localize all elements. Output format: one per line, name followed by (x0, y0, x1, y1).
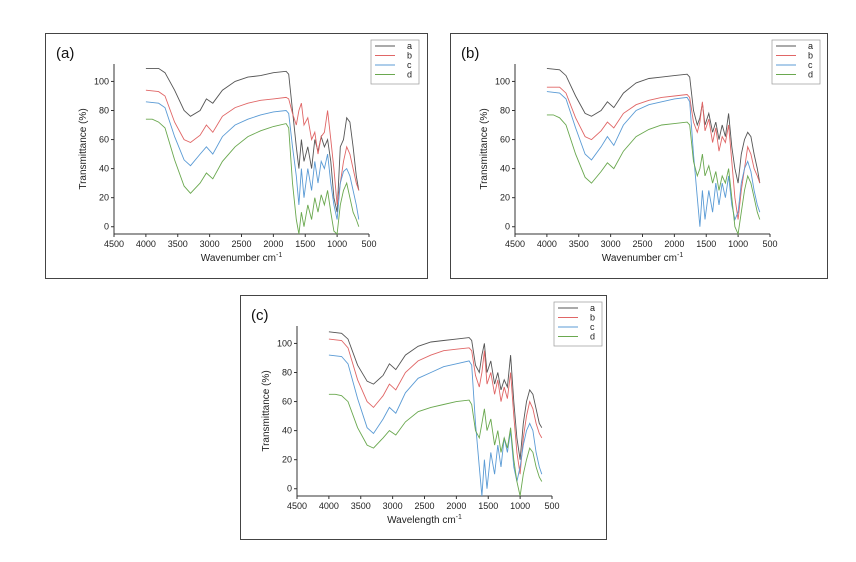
x-tick-label: 500 (544, 501, 559, 511)
legend-label-b: b (808, 51, 813, 61)
x-tick-label: 2500 (414, 501, 434, 511)
series-line-b (546, 86, 761, 220)
x-tick-label: 4000 (136, 239, 156, 249)
x-tick-label: 4500 (505, 239, 525, 249)
y-tick-label: 20 (99, 193, 109, 203)
series-line-b (145, 89, 360, 205)
x-tick-label: 2000 (446, 501, 466, 511)
y-tick-label: 100 (94, 76, 109, 86)
legend-label-d: d (808, 70, 813, 80)
x-tick-label: 3000 (601, 239, 621, 249)
x-tick-label: 3500 (569, 239, 589, 249)
x-tick-label: 4000 (319, 501, 339, 511)
y-tick-label: 20 (282, 455, 292, 465)
legend-box (370, 39, 420, 85)
x-tick-label: 3000 (200, 239, 220, 249)
y-axis-label: Transmittance (%) (261, 370, 272, 451)
y-tick-label: 0 (287, 484, 292, 494)
x-tick-label: 1500 (295, 239, 315, 249)
y-tick-label: 0 (505, 222, 510, 232)
series-line-c (145, 101, 360, 220)
x-tick-label: 4000 (537, 239, 557, 249)
series-line-c (546, 91, 761, 227)
series-line-d (145, 118, 360, 235)
legend-label-a: a (407, 41, 412, 51)
panel-label: (b) (461, 45, 479, 62)
legend-label-b: b (590, 313, 595, 323)
panel-label: (a) (56, 45, 74, 62)
legend-box (553, 301, 603, 347)
chart-a-svg: (a) 0 20 40 60 80 100 4500 4000 3500 3000 2500 2000 1… (56, 39, 420, 264)
y-tick-label: 60 (99, 135, 109, 145)
legend-box (771, 39, 821, 85)
x-axis-label: Wavenumber cm-1 (201, 252, 283, 264)
chart-panel-a: (a) 0 20 40 60 80 100 4500 4000 3500 3000 2500 2000 1… (45, 33, 428, 279)
chart-panel-b: (b) 0 20 40 60 80 100 4500 4000 3500 3000 2500 2000 1… (450, 33, 828, 279)
y-axis-label: Transmittance (%) (78, 108, 89, 189)
y-tick-label: 40 (99, 164, 109, 174)
y-tick-label: 80 (500, 105, 510, 115)
x-tick-label: 2000 (263, 239, 283, 249)
x-tick-label: 2500 (231, 239, 251, 249)
y-tick-label: 60 (282, 397, 292, 407)
legend-label-a: a (808, 41, 813, 51)
series-line-b (328, 338, 543, 475)
legend-label-c: c (407, 60, 412, 70)
series-line-a (328, 331, 543, 460)
y-tick-label: 40 (282, 426, 292, 436)
chart-c-svg: (c) 0 20 40 60 80 100 4500 4000 3500 3000 2500 2000 1… (251, 301, 603, 526)
series-line-d (546, 114, 761, 236)
legend-label-d: d (407, 70, 412, 80)
x-tick-label: 2500 (632, 239, 652, 249)
series-line-a (546, 67, 761, 184)
y-tick-label: 0 (104, 222, 109, 232)
legend-label-a: a (590, 303, 595, 313)
chart-b-svg: (b) 0 20 40 60 80 100 4500 4000 3500 3000 2500 2000 1… (461, 39, 821, 264)
x-tick-label: 3500 (168, 239, 188, 249)
x-tick-label: 500 (762, 239, 777, 249)
chart-panel-c: (c) 0 20 40 60 80 100 4500 4000 3500 3000 2500 2000 1… (240, 295, 607, 540)
x-tick-label: 1000 (728, 239, 748, 249)
legend-label-b: b (407, 51, 412, 61)
legend-label-d: d (590, 332, 595, 342)
y-axis-label: Transmittance (%) (479, 108, 490, 189)
x-tick-label: 1500 (478, 501, 498, 511)
panel-label: (c) (251, 307, 269, 324)
series-line-c (328, 354, 543, 497)
x-tick-label: 3000 (383, 501, 403, 511)
y-tick-label: 80 (99, 105, 109, 115)
y-tick-label: 80 (282, 367, 292, 377)
y-tick-label: 20 (500, 193, 510, 203)
x-tick-label: 2000 (664, 239, 684, 249)
series-line-d (328, 393, 543, 497)
x-tick-label: 1000 (510, 501, 530, 511)
legend-label-c: c (590, 322, 595, 332)
x-tick-label: 500 (361, 239, 376, 249)
x-tick-label: 4500 (104, 239, 124, 249)
x-axis-label: Wavelength cm-1 (387, 514, 462, 526)
x-tick-label: 1500 (696, 239, 716, 249)
y-tick-label: 100 (495, 76, 510, 86)
x-tick-label: 4500 (287, 501, 307, 511)
y-tick-label: 40 (500, 164, 510, 174)
x-tick-label: 1000 (327, 239, 347, 249)
legend-label-c: c (808, 60, 813, 70)
y-tick-label: 100 (277, 338, 292, 348)
y-tick-label: 60 (500, 135, 510, 145)
x-axis-label: Wavenumber cm-1 (602, 252, 684, 264)
x-tick-label: 3500 (351, 501, 371, 511)
series-line-a (145, 67, 360, 213)
